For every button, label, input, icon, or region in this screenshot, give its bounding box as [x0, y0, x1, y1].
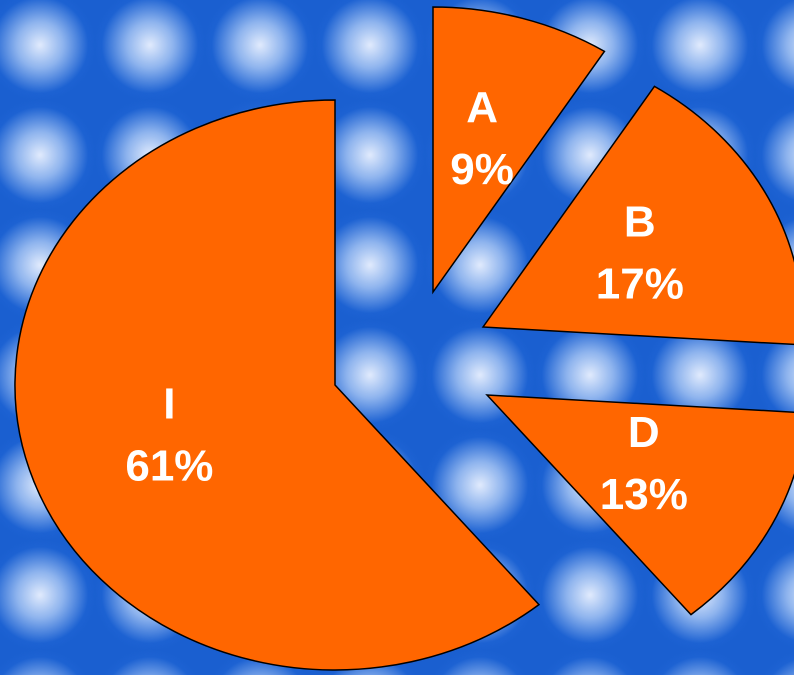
- slice-value-label: 9%: [450, 145, 514, 194]
- pie-slice: [485, 394, 794, 616]
- slice-category-label: A: [466, 83, 498, 132]
- slice-category-label: B: [624, 197, 656, 246]
- slice-value-label: 17%: [596, 259, 684, 308]
- pie-slice: [481, 85, 794, 346]
- slice-value-label: 61%: [125, 442, 213, 491]
- slice-category-label: I: [163, 380, 175, 429]
- pie-slice: [432, 6, 606, 295]
- pie-slice: [14, 99, 541, 671]
- slice-category-label: D: [628, 408, 660, 457]
- slice-value-label: 13%: [600, 470, 688, 519]
